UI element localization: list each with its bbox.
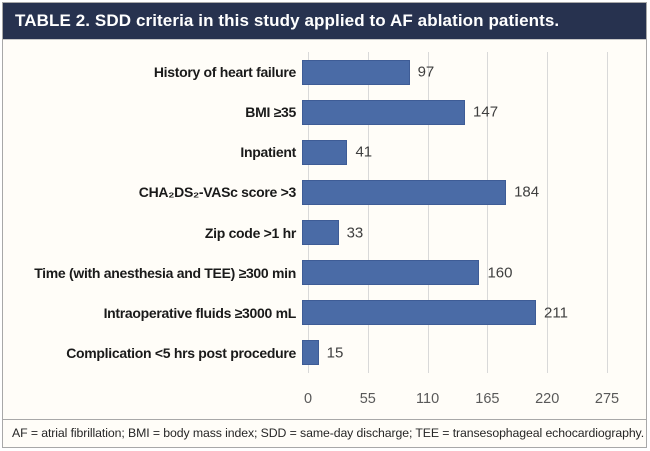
bar-row: BMI ≥35 147: [3, 92, 607, 132]
value-label: 147: [473, 103, 499, 121]
footnote-bar: AF = atrial fibrillation; BMI = body mas…: [3, 419, 646, 447]
gridline-165: [487, 52, 489, 373]
bar-track: 15: [302, 340, 607, 366]
value-label: 33: [346, 224, 364, 242]
x-tick-label-275: 275: [594, 391, 620, 407]
footnote-text: AF = atrial fibrillation; BMI = body mas…: [12, 426, 645, 440]
bar-track: 33: [302, 220, 607, 246]
bar-row: CHA₂DS₂-VASc score >3 184: [3, 172, 607, 212]
bar: [302, 340, 319, 366]
value-label: 15: [326, 344, 344, 362]
bar-row: Time (with anesthesia and TEE) ≥300 min 1…: [3, 253, 607, 293]
x-tick-label-55: 55: [359, 391, 376, 407]
bar: [302, 59, 410, 85]
figure-title: TABLE 2. SDD criteria in this study appl…: [15, 11, 560, 30]
bar: [302, 99, 466, 125]
figure-title-bar: TABLE 2. SDD criteria in this study appl…: [3, 3, 646, 40]
gridline-275: [607, 52, 608, 373]
bar-track: 41: [302, 139, 607, 165]
bar: [302, 179, 507, 205]
bar: [302, 260, 480, 286]
value-label: 41: [355, 143, 373, 161]
value-label: 97: [417, 63, 435, 81]
value-label: 160: [487, 264, 513, 282]
category-label: Complication <5 hrs post procedure: [66, 344, 296, 361]
gridline-0: [308, 52, 309, 373]
gridline-110: [427, 52, 429, 373]
category-label: BMI ≥35: [245, 104, 296, 121]
bar-row: Zip code >1 hr 33: [3, 213, 607, 253]
category-label: Intraoperative fluids ≥3000 mL: [103, 304, 297, 321]
bar-track: 160: [302, 260, 607, 286]
x-tick-label-110: 110: [416, 391, 440, 407]
bar: [302, 300, 537, 326]
category-label: Zip code >1 hr: [204, 224, 296, 241]
bar-track: 211: [302, 300, 607, 326]
gridlines: [308, 52, 608, 373]
x-tick-label-165: 165: [475, 391, 500, 407]
x-tick-label-220: 220: [535, 391, 560, 407]
category-label: Time (with anesthesia and TEE) ≥300 min: [34, 264, 296, 281]
bar-track: 97: [302, 59, 607, 85]
bar: [302, 220, 339, 246]
bar-row: Inpatient 41: [3, 132, 607, 172]
bar: [302, 139, 348, 165]
x-axis: 0 55 110 165 220 275: [304, 387, 619, 407]
gridline-55: [367, 52, 369, 373]
value-label: 184: [514, 183, 540, 201]
bar-row: Complication <5 hrs post procedure 15: [3, 333, 607, 373]
bar-rows: History of heart failure 97 BMI ≥35 147 Inpa…: [3, 52, 607, 373]
category-label: History of heart failure: [153, 64, 296, 81]
bar-chart: History of heart failure 97 BMI ≥35 147 Inpa…: [3, 40, 646, 419]
value-label: 211: [544, 304, 568, 322]
bar-track: 184: [302, 179, 607, 205]
bar-row: History of heart failure 97: [3, 52, 607, 92]
bar-row: Intraoperative fluids ≥3000 mL 211: [3, 293, 607, 333]
gridline-220: [547, 52, 549, 373]
category-label: Inpatient: [240, 144, 296, 161]
category-label: CHA₂DS₂-VASc score >3: [138, 184, 297, 201]
x-tick-label-0: 0: [303, 391, 313, 407]
bar-track: 147: [302, 99, 607, 125]
